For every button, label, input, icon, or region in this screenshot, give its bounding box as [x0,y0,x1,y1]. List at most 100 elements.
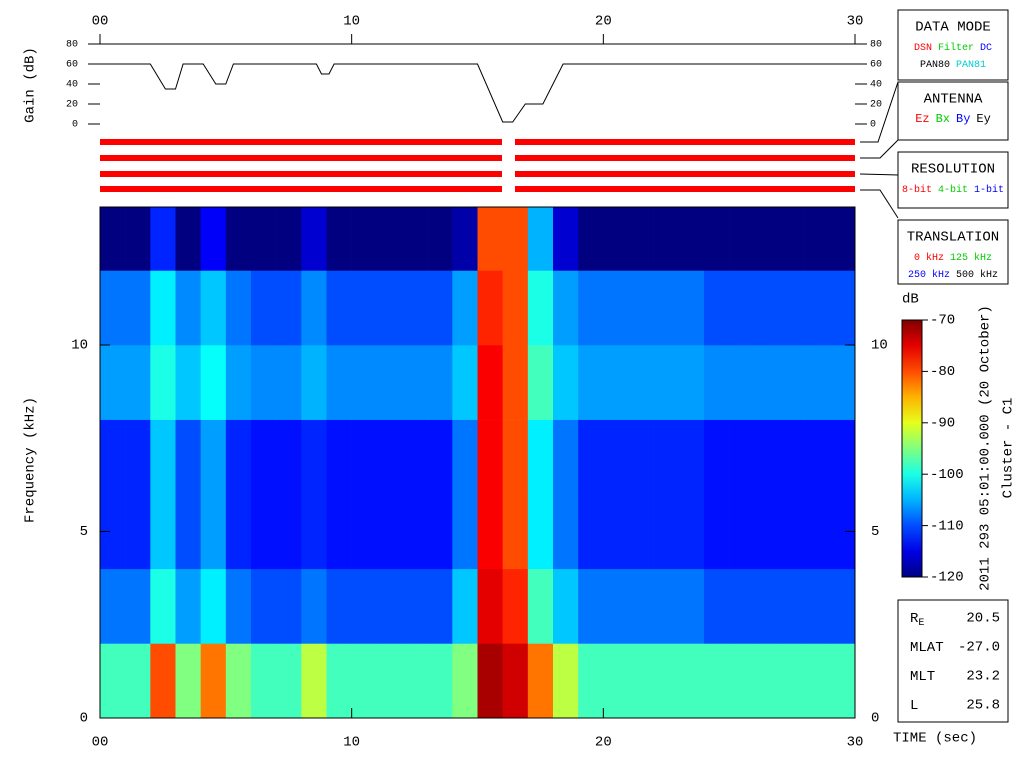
cell [704,207,730,271]
cell [704,643,730,719]
panel-item: 250 kHz [908,269,950,281]
cell [553,568,579,644]
spacecraft-label: Cluster - C1 [1001,398,1017,499]
gain-line [100,63,855,123]
cell [779,270,805,346]
cell [653,270,680,346]
panel-item: PAN80 [920,60,950,71]
cell [376,270,403,346]
panel-item: 1-bit [974,184,1004,196]
cell [829,643,856,719]
connector [859,173,899,176]
cell [402,270,428,346]
cell [502,568,529,644]
cell [427,494,453,570]
cell [225,270,252,346]
status-bar [515,186,855,192]
cell [276,568,302,644]
cell [452,494,478,570]
cell [301,643,327,719]
info-label-main: R [910,611,919,627]
y-tick-label: 80 [870,40,882,51]
x-tick-label: 30 [847,14,864,30]
y-tick-label: 20 [66,100,78,111]
cell [100,419,126,495]
cell [502,207,529,271]
cell [427,345,453,420]
cell [704,270,730,346]
cell [779,419,805,495]
cell [804,494,831,570]
connector [860,139,899,159]
cell [200,270,227,346]
cell [376,419,403,495]
cell [326,643,352,719]
panel-box [897,151,1009,209]
y-tick-label: 20 [870,100,882,111]
cell [175,419,201,495]
cell [452,568,478,644]
cell [553,345,579,420]
panel-item: DSN [914,43,932,54]
cell [578,270,604,346]
cell [301,207,327,271]
plot-frame [99,206,856,719]
status-bar [100,171,502,177]
cell [527,494,554,570]
cell [125,643,151,719]
cell [427,568,453,644]
cell [704,419,730,495]
panel-line: PAN80 PAN81 [920,60,986,71]
cell [351,419,378,495]
panel-title: TRANSLATION [907,230,999,246]
y-tick-label: 40 [870,80,882,91]
y-tick-label: 5 [871,524,879,540]
cell [100,345,126,420]
panel-item: Filter [938,42,974,54]
panel-line: 8-bit 4-bit 1-bit [902,184,1004,196]
cell [276,494,302,570]
cell [729,643,755,719]
connectors [859,81,899,219]
panel-box [897,9,1009,81]
info-label-main: MLT [910,669,935,685]
cell [527,207,554,271]
y-tick-label: 60 [870,60,882,71]
y-tick-label: 60 [66,60,78,71]
colorbar-tick-label: -110 [930,518,964,534]
cell [326,345,352,420]
cell [653,494,680,570]
cell [578,419,604,495]
cell [729,494,755,570]
cell [729,207,755,271]
cell [628,345,654,420]
cell [125,345,151,420]
cell [477,568,503,644]
cell [527,419,554,495]
panel-line: Ez Bx By Ey [915,112,991,126]
cell [729,568,755,644]
x-tick-label: 20 [595,735,612,751]
cell [175,270,201,346]
date-label: 2011 293 05:01:00.000 (20 October) [978,305,994,591]
cell [251,345,277,420]
colorbar-tick-label: -80 [930,364,955,380]
cell [200,419,227,495]
y-tick-label: 0 [72,120,78,131]
panel-item: Bx [936,112,950,126]
cell [754,494,780,570]
cell [100,207,126,271]
cell [376,345,403,420]
cell [351,568,378,644]
gain-axis-label: Gain (dB) [23,47,39,123]
info-box [897,599,1009,723]
cell [754,643,780,719]
cell [301,345,327,420]
cell [427,419,453,495]
cell [276,643,302,719]
status-bar [515,155,855,161]
cell [150,270,176,346]
cell [477,643,503,719]
panel-item: 8-bit [902,184,932,196]
